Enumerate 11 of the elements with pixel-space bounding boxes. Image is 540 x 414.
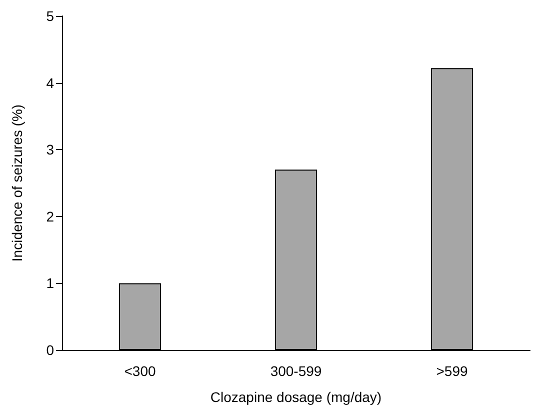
y-tick-label: 1 bbox=[46, 275, 54, 292]
y-axis-title: Incidence of seizures (%) bbox=[9, 104, 25, 262]
y-tick-label: 2 bbox=[46, 208, 54, 224]
x-tick-label: >599 bbox=[436, 363, 468, 379]
y-tick-label: 0 bbox=[46, 342, 54, 358]
x-tick-label: <300 bbox=[124, 363, 156, 379]
x-axis-title: Clozapine dosage (mg/day) bbox=[210, 389, 382, 405]
y-tick-label: 4 bbox=[46, 74, 54, 91]
y-tick-label: 5 bbox=[46, 8, 54, 24]
y-tick-label: 3 bbox=[46, 142, 54, 158]
x-tick-label: 300-599 bbox=[270, 363, 322, 379]
